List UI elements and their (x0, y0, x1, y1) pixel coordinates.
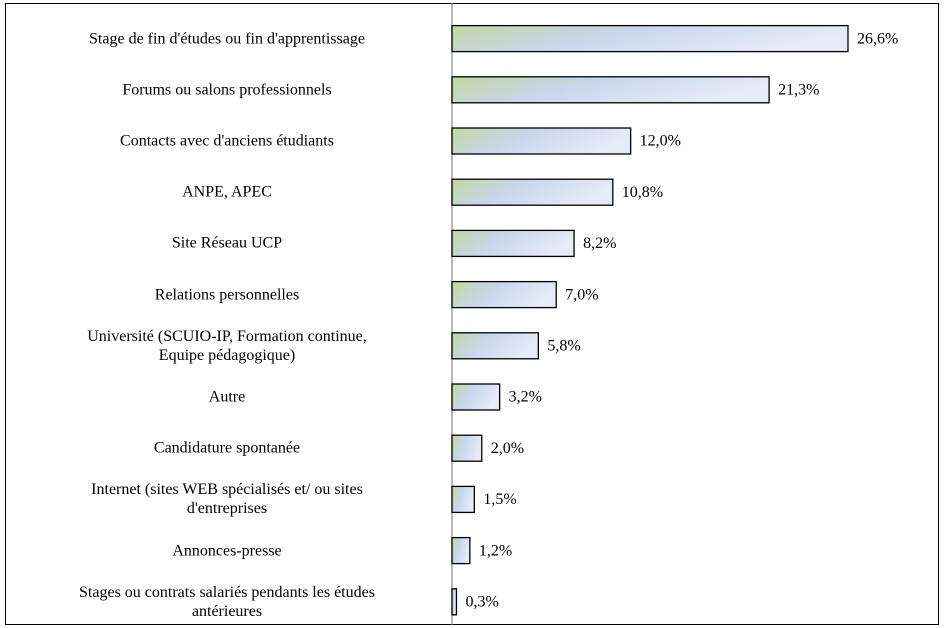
bar (451, 76, 770, 104)
category-label: ANPE, APEC (182, 183, 272, 201)
category-label: Relations personnelles (154, 286, 300, 304)
bar (451, 24, 849, 53)
category-label: Autre (208, 388, 246, 406)
bar (451, 485, 475, 514)
value-label: 8,2% (583, 235, 616, 252)
value-label: 26,6% (857, 30, 898, 47)
value-label: 0,3% (465, 593, 498, 610)
value-label: 1,5% (483, 491, 516, 508)
value-label: 3,2% (509, 389, 542, 406)
value-label: 7,0% (565, 286, 598, 303)
category-label: Stage de fin d'études ou fin d'apprentis… (89, 30, 365, 48)
value-label: 21,3% (778, 81, 819, 98)
category-label: Site Réseau UCP (171, 234, 283, 252)
bar (451, 332, 539, 360)
bar (451, 588, 458, 616)
value-label: 5,8% (547, 337, 580, 354)
value-label: 10,8% (622, 184, 663, 201)
category-label: Annonces-presse (172, 542, 282, 560)
category-label: Candidature spontanée (153, 439, 301, 457)
value-label: 2,0% (491, 440, 524, 457)
category-label: Contacts avec d'anciens étudiants (120, 132, 334, 150)
value-label: 12,0% (640, 133, 681, 150)
category-label: Internet (sites WEB spécialisés et/ ou s… (91, 481, 363, 518)
bar (451, 536, 471, 565)
bar (451, 383, 501, 411)
frame (5, 3, 939, 625)
value-label: 1,2% (479, 542, 512, 559)
bar (451, 434, 483, 462)
category-label: Forums ou salons professionnels (122, 81, 332, 99)
bar (451, 127, 632, 155)
bar (451, 280, 557, 309)
category-label: Université (SCUIO-IP, Formation continue… (87, 327, 367, 364)
bar (451, 178, 614, 206)
bar (451, 229, 575, 258)
category-label: Stages ou contrats salariés pendants les… (79, 583, 375, 620)
